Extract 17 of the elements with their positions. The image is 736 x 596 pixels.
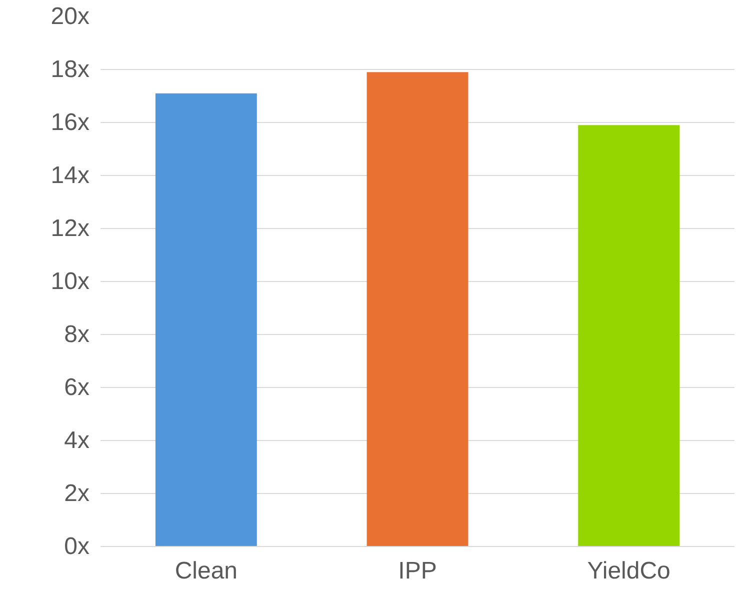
y-tick-label: 20x xyxy=(50,3,90,30)
y-tick-label: 14x xyxy=(50,162,90,189)
bar xyxy=(155,93,257,546)
x-tick-label: Clean xyxy=(174,558,238,584)
y-tick-label: 16x xyxy=(50,109,90,136)
y-tick-label: 12x xyxy=(50,215,90,242)
y-tick-label: 2x xyxy=(64,480,90,507)
bar xyxy=(578,125,680,546)
bar xyxy=(366,72,468,546)
y-tick-label: 6x xyxy=(64,374,90,401)
y-tick-label: 4x xyxy=(64,427,90,454)
x-tick-label: IPP xyxy=(398,558,437,584)
y-tick-label: 18x xyxy=(50,56,90,83)
y-tick-label: 10x xyxy=(50,268,90,295)
y-tick-label: 8x xyxy=(64,321,90,348)
x-tick-label: YieldCo xyxy=(587,558,670,584)
y-tick-label: 0x xyxy=(64,533,90,560)
